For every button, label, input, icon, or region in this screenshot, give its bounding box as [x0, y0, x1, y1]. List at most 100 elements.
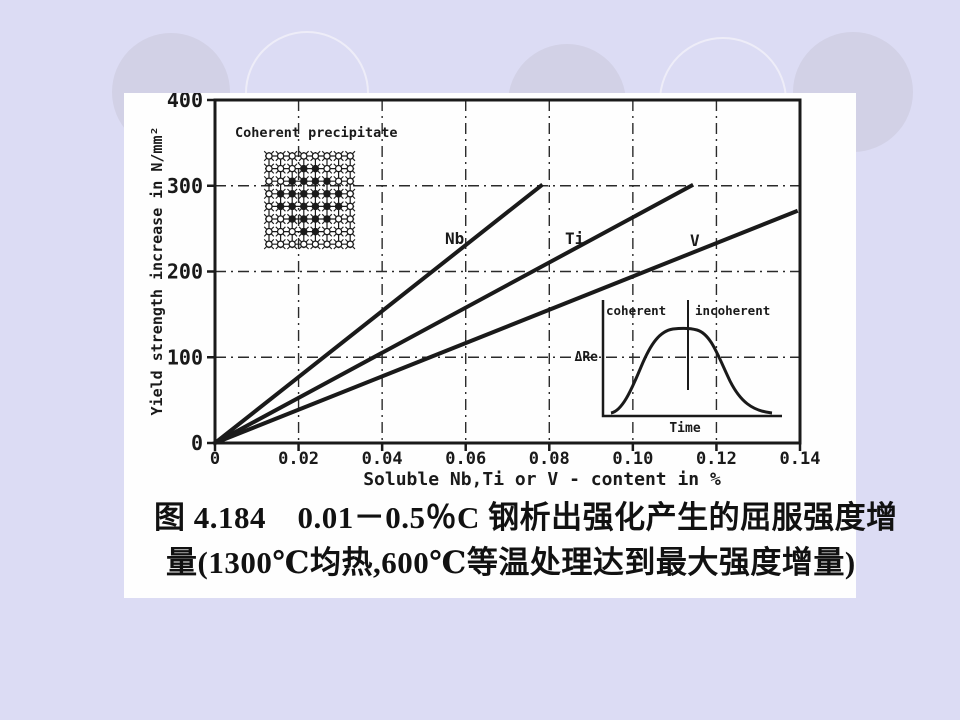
lattice-atom-precipitate	[311, 190, 320, 198]
lattice-atom-matrix	[323, 164, 331, 173]
lattice-atom-matrix	[276, 177, 285, 185]
lattice-atom-matrix	[334, 164, 343, 173]
lattice-atom-matrix	[346, 190, 354, 198]
y-tick-label-300: 300	[167, 174, 203, 198]
lattice-atom-matrix	[265, 152, 273, 160]
lattice-atom-matrix	[288, 240, 296, 248]
lattice-atom-precipitate	[311, 164, 320, 173]
lattice-atom-matrix	[334, 152, 343, 160]
lattice-atom-precipitate	[323, 177, 331, 185]
lattice-atom-matrix	[346, 202, 354, 211]
y-tick-label-100: 100	[167, 345, 203, 369]
lattice-atom-matrix	[265, 215, 273, 223]
lattice-atom-matrix	[346, 215, 354, 223]
y-tick-label-0: 0	[191, 431, 203, 455]
lattice-atom-matrix	[288, 164, 296, 173]
figure-panel: 0 0.02 0.04 0.06 0.08 0.10 0.12 0.14 0 100 200 300 4…	[124, 93, 897, 598]
lattice-atom-precipitate	[311, 215, 320, 223]
lattice-atom-matrix	[265, 202, 273, 211]
coherent-region-label: coherent	[606, 303, 666, 318]
lattice-atom-precipitate	[334, 190, 343, 198]
lattice-atom-precipitate	[300, 164, 308, 173]
lattice-atom-precipitate	[311, 177, 320, 185]
series-line-V	[212, 208, 799, 446]
lattice-atom-matrix	[276, 152, 285, 160]
lattice-atom-precipitate	[311, 227, 320, 236]
lattice-atom-precipitate	[288, 177, 296, 185]
y-tick-label-400: 400	[167, 93, 203, 112]
lattice-atom-matrix	[265, 190, 273, 198]
lattice-atom-matrix	[276, 164, 285, 173]
y-tick-label-200: 200	[167, 260, 203, 284]
incoherent-region-label: incoherent	[695, 303, 770, 318]
series-label-Ti: Ti	[565, 229, 585, 248]
x-tick-label-0.12: 0.12	[696, 449, 737, 469]
lattice-atom-matrix	[346, 164, 354, 173]
tick-labels: 0 0.02 0.04 0.06 0.08 0.10 0.12 0.14 0 100 200 300 4…	[167, 93, 821, 469]
lattice-atom-precipitate	[334, 202, 343, 211]
lattice-atom-matrix	[334, 227, 343, 236]
x-tick-label-0.10: 0.10	[612, 449, 653, 469]
x-tick-label-0.04: 0.04	[362, 449, 403, 469]
lattice-atom-matrix	[346, 152, 354, 160]
lattice-atom-precipitate	[288, 202, 296, 211]
x-tick-label-0.08: 0.08	[529, 449, 570, 469]
lattice-atom-matrix	[300, 240, 308, 248]
lattice-atom-matrix	[311, 152, 320, 160]
caption-line-1: 图 4.184 0.01－0.5％C 钢析出强化产生的屈服强度增	[154, 500, 898, 535]
lattice-atom-matrix	[346, 227, 354, 236]
lattice-inset-title: Coherent precipitate	[235, 125, 398, 141]
series-label-Nb: Nb	[445, 229, 464, 248]
lattice-atom-matrix	[323, 227, 331, 236]
lattice-atom-precipitate	[300, 190, 308, 198]
y-axis-title: Yield strength increase in N/mm²	[148, 127, 166, 416]
series-line-Ti	[212, 183, 695, 446]
lattice-atom-precipitate	[300, 202, 308, 211]
series-line-Nb	[212, 182, 544, 446]
yield-strength-chart: 0 0.02 0.04 0.06 0.08 0.10 0.12 0.14 0 100 200 300 4…	[148, 93, 821, 490]
lattice-atom-matrix	[276, 240, 285, 248]
lattice-atom-matrix	[265, 164, 273, 173]
x-tick-label-0: 0	[210, 449, 220, 469]
lattice-diagram	[263, 150, 356, 250]
lattice-atom-matrix	[311, 240, 320, 248]
data-series: Nb Ti V	[212, 182, 799, 446]
bell-x-label: Time	[669, 421, 700, 436]
lattice-atom-precipitate	[300, 227, 308, 236]
lattice-atom-matrix	[334, 215, 343, 223]
bell-y-label: ΔRe	[575, 350, 599, 365]
x-tick-label-0.02: 0.02	[278, 449, 319, 469]
lattice-atom-precipitate	[276, 202, 285, 211]
x-axis-title: Soluble Nb,Ti or V - content in %	[363, 469, 721, 490]
lattice-atom-matrix	[346, 177, 354, 185]
bell-inset-axes	[601, 300, 782, 418]
lattice-atom-matrix	[334, 177, 343, 185]
lattice-atom-precipitate	[311, 202, 320, 211]
lattice-inset: Coherent precipitate	[235, 125, 398, 250]
lattice-atom-precipitate	[288, 215, 296, 223]
x-tick-label-0.06: 0.06	[445, 449, 486, 469]
lattice-atom-precipitate	[276, 190, 285, 198]
series-label-V: V	[690, 231, 700, 250]
lattice-atom-matrix	[323, 152, 331, 160]
lattice-atom-matrix	[276, 215, 285, 223]
lattice-atom-precipitate	[323, 190, 331, 198]
lattice-atom-matrix	[334, 240, 343, 248]
bell-inset: coherent incoherent ΔRe Time	[575, 300, 782, 436]
lattice-atom-matrix	[265, 240, 273, 248]
lattice-atom-matrix	[265, 227, 273, 236]
lattice-atom-precipitate	[300, 215, 308, 223]
gridlines	[215, 100, 800, 443]
lattice-atom-matrix	[323, 240, 331, 248]
lattice-atom-matrix	[300, 152, 308, 160]
lattice-atom-matrix	[288, 152, 296, 160]
x-tick-label-0.14: 0.14	[780, 449, 821, 469]
lattice-atom-precipitate	[300, 177, 308, 185]
lattice-atom-matrix	[265, 177, 273, 185]
lattice-atom-precipitate	[288, 190, 296, 198]
lattice-atom-matrix	[276, 227, 285, 236]
lattice-atom-matrix	[288, 227, 296, 236]
lattice-atom-precipitate	[323, 215, 331, 223]
lattice-atom-precipitate	[323, 202, 331, 211]
